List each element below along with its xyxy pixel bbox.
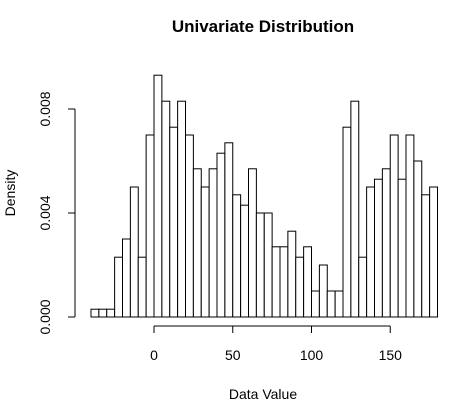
x-tick-label: 0 [150,347,158,363]
histogram-bar [161,100,171,318]
histogram-bar [145,134,155,318]
histogram-bar [232,194,242,318]
y-axis-label: Density [2,170,18,217]
histogram-bar [192,168,202,318]
chart-title: Univariate Distribution [172,17,354,36]
histogram-bar [153,74,163,318]
x-tick-label: 50 [225,347,241,363]
histogram-bar [200,186,210,318]
y-tick-label: 0.000 [37,299,53,334]
histogram-bar [255,212,265,318]
histogram-bar [240,204,250,318]
histogram-bar [169,126,179,318]
histogram-bar [263,212,273,318]
histogram-bars [90,74,439,318]
histogram-bar [137,256,147,318]
x-tick-label: 150 [379,347,403,363]
histogram-bar [350,100,360,318]
y-tick-label: 0.004 [37,195,53,230]
histogram-bar [397,178,407,318]
histogram-bar [287,230,297,318]
histogram-bar [185,134,194,318]
histogram-bar [405,134,415,318]
histogram-bar [366,186,376,318]
x-axis: 0 50 100 150 [150,325,403,363]
histogram-bar [429,186,439,318]
histogram-bar [303,246,313,318]
histogram-bar [177,100,187,318]
histogram-bar [279,246,289,318]
histogram-bar [295,256,305,318]
histogram-bar [122,238,131,318]
histogram-bar [106,308,116,318]
histogram-bar [129,186,139,318]
histogram-bar [381,168,391,318]
histogram-bar [208,168,218,318]
histogram-bar [413,160,423,318]
histogram-bar [389,134,399,318]
histogram-bar [358,256,368,318]
histogram-bar [271,246,281,318]
histogram-bar [342,126,352,318]
histogram-bar [318,264,328,318]
x-tick-label: 100 [300,347,324,363]
histogram-bar [374,178,383,318]
histogram-bar [216,152,226,318]
histogram-bar [224,142,234,318]
y-tick-label: 0.008 [37,91,53,126]
y-axis: 0.000 0.004 0.008 [37,91,76,335]
x-axis-label: Data Value [229,386,297,402]
histogram-bar [421,194,431,318]
histogram-bar [334,290,344,318]
histogram-bar [98,308,108,318]
histogram-bar [248,168,257,318]
histogram-bar [311,290,320,318]
histogram-bar [326,290,336,318]
histogram-bar [90,308,100,318]
histogram-bar [114,256,124,318]
